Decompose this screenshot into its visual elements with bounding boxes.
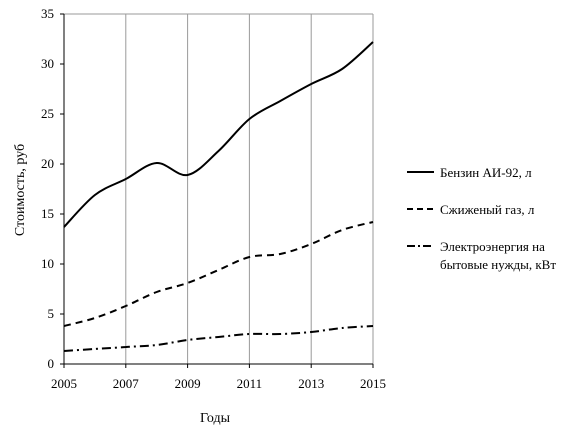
legend: Бензин АИ-92, л Сжиженый газ, л Электроэне… [407, 165, 556, 272]
legend-label-line: Сжиженый газ, л [440, 202, 535, 217]
y-tick-label: 5 [48, 306, 55, 321]
y-tick-label: 10 [41, 256, 54, 271]
x-tick-label: 2013 [298, 376, 324, 391]
x-axis-label: Годы [200, 411, 231, 426]
y-tick-label: 35 [41, 6, 54, 21]
y-tick-label: 25 [41, 106, 54, 121]
y-tick-label: 15 [41, 206, 54, 221]
legend-label-line: Электроэнергия на [440, 239, 545, 254]
legend-label-2: Сжиженый газ, л [440, 202, 535, 217]
x-tick-label: 2011 [237, 376, 263, 391]
series-line-2 [63, 221, 374, 327]
legend-label-line: Бензин АИ-92, л [440, 165, 532, 180]
y-tick-label: 30 [41, 56, 54, 71]
series-lines [63, 41, 374, 352]
x-tick-label: 2015 [360, 376, 386, 391]
axes [60, 13, 374, 368]
series-line-3 [63, 325, 374, 352]
series-line-1 [63, 41, 374, 228]
y-tick-label: 20 [41, 156, 54, 171]
x-tick-label: 2005 [51, 376, 77, 391]
legend-label-1: Бензин АИ-92, л [440, 165, 532, 180]
y-axis-label: Стоимость, руб [13, 144, 28, 236]
x-tick-label: 2009 [175, 376, 201, 391]
legend-label-line: бытовые нужды, кВт [440, 257, 556, 272]
y-tick-label: 0 [48, 356, 55, 371]
legend-label-3: Электроэнергия на бытовые нужды, кВт [440, 239, 556, 272]
x-tick-label: 2007 [113, 376, 140, 391]
tick-labels: 0 5 10 15 20 25 30 35 2005 2007 2009 2011 2013 2015 [41, 6, 386, 391]
